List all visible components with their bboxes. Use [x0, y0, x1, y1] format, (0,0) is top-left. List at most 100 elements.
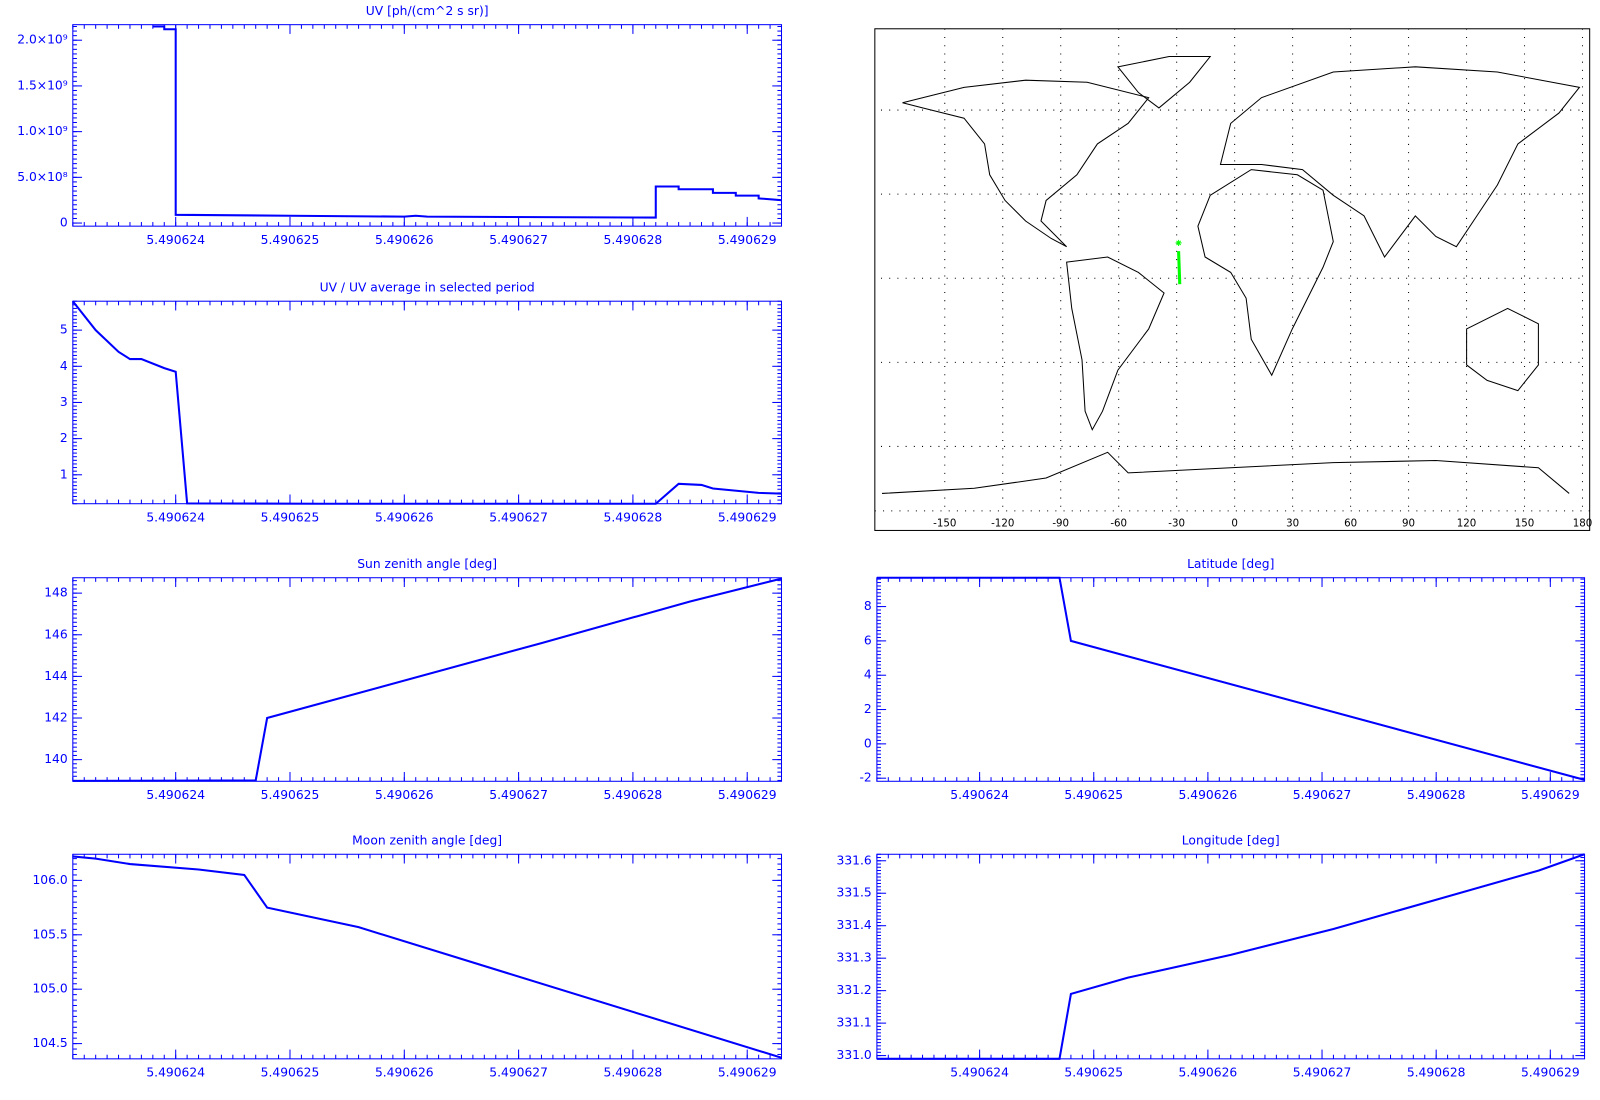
antarctica [881, 451, 1570, 494]
continents [881, 56, 1581, 494]
plot-frame [72, 24, 783, 227]
y-tick-label: 331.2 [837, 983, 872, 997]
x-tick-label: 5.490629 [718, 233, 777, 247]
x-tick-label: 5.490629 [718, 511, 777, 525]
chart-title: Longitude [deg] [1182, 833, 1280, 847]
data-line [72, 577, 782, 782]
y-tick-label: 3 [60, 395, 68, 409]
x-tick-label: -150 [933, 517, 956, 529]
y-tick-label: 148 [44, 586, 67, 600]
y-tick-label: 1.0×10⁹ [17, 124, 68, 138]
y-tick-label: 331.3 [837, 951, 872, 965]
chart-title: Latitude [deg] [1187, 557, 1274, 571]
x-tick-label: 5.490624 [146, 233, 205, 247]
x-tick-label: 5.490626 [1179, 1066, 1238, 1080]
africa [1197, 169, 1334, 377]
x-tick-label: -60 [1110, 517, 1127, 529]
y-tick-label: 104.5 [32, 1036, 67, 1050]
x-tick-label: 5.490625 [261, 1066, 320, 1080]
greenland [1116, 56, 1212, 109]
x-tick-label: 90 [1402, 517, 1415, 529]
chart-title: Sun zenith angle [deg] [357, 557, 497, 571]
y-tick-label: 5.0×10⁸ [17, 170, 68, 184]
x-tick-label: 5.490626 [375, 511, 434, 525]
x-tick-label: 5.490628 [604, 511, 663, 525]
x-tick-label: 5.490625 [1064, 788, 1123, 802]
chart-title: UV / UV average in selected period [320, 280, 535, 294]
y-tick-label: 331.0 [837, 1048, 872, 1062]
x-tick-label: -120 [991, 517, 1014, 529]
map-frame [874, 28, 1591, 531]
x-tick-label: 5.490624 [146, 1066, 205, 1080]
x-tick-label: 120 [1457, 517, 1477, 529]
y-tick-label: 2 [864, 702, 872, 716]
data-line [72, 855, 782, 1059]
data-line [876, 576, 1585, 781]
x-tick-label: 5.490627 [489, 511, 548, 525]
x-tick-label: 5.490629 [1521, 1066, 1580, 1080]
y-tick-label: 144 [44, 669, 68, 683]
y-tick-label: 105.0 [32, 982, 67, 996]
x-tick-label: 5.490624 [950, 788, 1009, 802]
x-tick-label: 5.490629 [1521, 788, 1580, 802]
south-america [1066, 256, 1165, 431]
panel-group: UV [ph/(cm^2 s sr)] 5.490624 5.490625 5.490… [17, 4, 1592, 1080]
y-tick-label: -2 [859, 771, 871, 785]
x-tick-label: 180 [1573, 517, 1593, 529]
y-tick-label: 106.0 [32, 873, 67, 887]
x-tick-label: 150 [1515, 517, 1535, 529]
x-tick-label: 60 [1344, 517, 1357, 529]
y-tick-label: 142 [44, 711, 67, 725]
x-tick-label: -90 [1052, 517, 1069, 529]
data-line [152, 25, 782, 219]
y-tick-label: 105.5 [32, 927, 67, 941]
eurasia [1219, 66, 1581, 258]
y-tick-label: 5 [60, 323, 68, 337]
x-tick-label: 5.490625 [261, 511, 320, 525]
x-tick-label: 5.490625 [1064, 1066, 1123, 1080]
x-tick-label: 5.490628 [1407, 788, 1466, 802]
chart-title: UV [ph/(cm^2 s sr)] [366, 4, 489, 18]
x-tick-label: 5.490627 [489, 788, 548, 802]
x-tick-label: 0 [1231, 517, 1238, 529]
x-tick-label: 5.490625 [261, 788, 320, 802]
plot-frame [876, 853, 1586, 1060]
y-tick-label: 1.5×10⁹ [17, 78, 68, 92]
y-tick-label: 4 [60, 359, 68, 373]
australia [1466, 307, 1539, 392]
x-tick-label: 30 [1286, 517, 1299, 529]
y-tick-label: 2 [60, 431, 68, 445]
y-tick-label: 6 [864, 633, 872, 647]
north-america [902, 79, 1150, 248]
y-tick-label: 331.5 [837, 886, 872, 900]
x-tick-label: 5.490629 [718, 1066, 777, 1080]
y-tick-label: 331.4 [837, 918, 872, 932]
x-tick-label: 5.490625 [261, 233, 320, 247]
x-tick-label: 5.490628 [604, 233, 663, 247]
y-tick-label: 0 [864, 736, 872, 750]
x-tick-label: 5.490629 [718, 788, 777, 802]
x-tick-label: 5.490627 [1293, 1066, 1352, 1080]
y-tick-label: 140 [44, 752, 68, 766]
data-line [72, 300, 782, 505]
chart-title: Moon zenith angle [deg] [352, 833, 502, 847]
x-tick-label: 5.490628 [604, 1066, 663, 1080]
x-tick-label: 5.490627 [489, 1066, 548, 1080]
x-tick-label: -30 [1168, 517, 1185, 529]
track-start-marker [1175, 239, 1182, 246]
y-tick-label: 331.1 [837, 1016, 872, 1030]
x-tick-label: 5.490627 [489, 233, 548, 247]
y-tick-label: 4 [864, 668, 872, 682]
y-tick-label: 8 [864, 599, 872, 613]
y-tick-label: 2.0×10⁹ [17, 33, 68, 47]
y-tick-label: 331.6 [837, 853, 872, 867]
track-line [1177, 251, 1182, 285]
plot-frame [72, 853, 783, 1060]
y-tick-label: 1 [60, 467, 68, 481]
y-tick-label: 0 [60, 216, 68, 230]
data-line [876, 853, 1585, 1060]
x-tick-label: 5.490624 [146, 511, 205, 525]
x-tick-label: 5.490627 [1293, 788, 1352, 802]
